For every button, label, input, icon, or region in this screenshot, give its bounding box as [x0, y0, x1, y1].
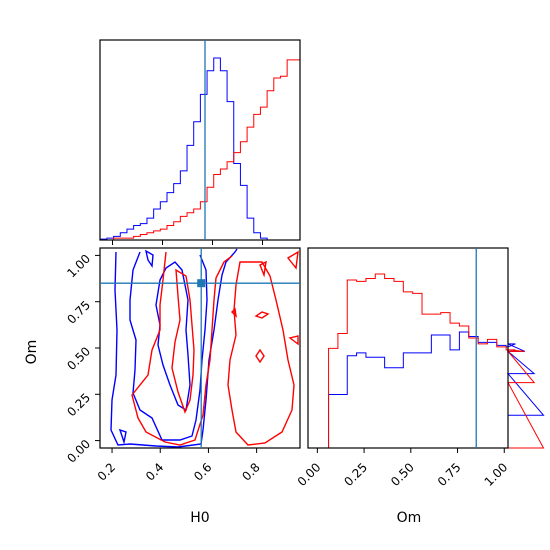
frame-hist-h0 — [99, 39, 301, 241]
panel-hist-h0 — [99, 57, 301, 241]
hist-h0-series-0 — [99, 57, 300, 241]
panel-contour-h0-om — [110, 248, 299, 448]
contour-blue-island-b — [118, 428, 127, 445]
tick-label-om-x: 0.50 — [388, 460, 417, 489]
tick-label-om-x: 1.00 — [482, 460, 511, 489]
frame-hist-om — [307, 247, 509, 449]
contour-blue-core — [155, 261, 191, 412]
contour-red-island-a — [254, 311, 270, 319]
contour-blue-outer — [110, 248, 238, 448]
contour-blue-inner — [129, 251, 208, 441]
tick-label-om-x: 0.75 — [435, 460, 464, 489]
contour-red-island-e — [288, 335, 299, 346]
tick-label-om-x: 0.25 — [341, 460, 370, 489]
tick-label-om-y: 0.75 — [64, 298, 93, 327]
tick-label-om-y: 0.00 — [64, 437, 93, 466]
contour-red-island-f — [259, 260, 267, 278]
tick-label-om-x: 0.00 — [295, 460, 324, 489]
contour-red — [131, 250, 299, 446]
panel-frames — [99, 39, 509, 449]
contour-red-outer — [131, 251, 233, 446]
tick-label-om-y: 0.25 — [64, 391, 93, 420]
tick-label-om-y: 0.50 — [64, 344, 93, 373]
contour-blue-island-a — [144, 249, 154, 269]
ylabel-om: Om — [24, 340, 40, 365]
contour-red-right — [227, 261, 295, 446]
tick-label-h0: 0.2 — [95, 460, 118, 483]
contour-red-inner — [171, 268, 195, 414]
hist-h0-series-1 — [100, 59, 301, 241]
truth-marker — [197, 279, 206, 288]
xlabel-h0: H0 — [190, 510, 209, 526]
tick-label-h0: 0.8 — [239, 460, 262, 483]
tick-label-om-y: 1.00 — [64, 252, 93, 281]
xlabel-om: Om — [397, 510, 422, 526]
hist-om-series-0 — [309, 331, 545, 449]
tick-label-h0: 0.6 — [191, 460, 214, 483]
tick-label-h0: 0.4 — [143, 460, 166, 483]
contour-red-island-c — [231, 307, 237, 318]
contour-red-island-b — [255, 348, 265, 364]
contour-red-island-d — [286, 250, 299, 270]
